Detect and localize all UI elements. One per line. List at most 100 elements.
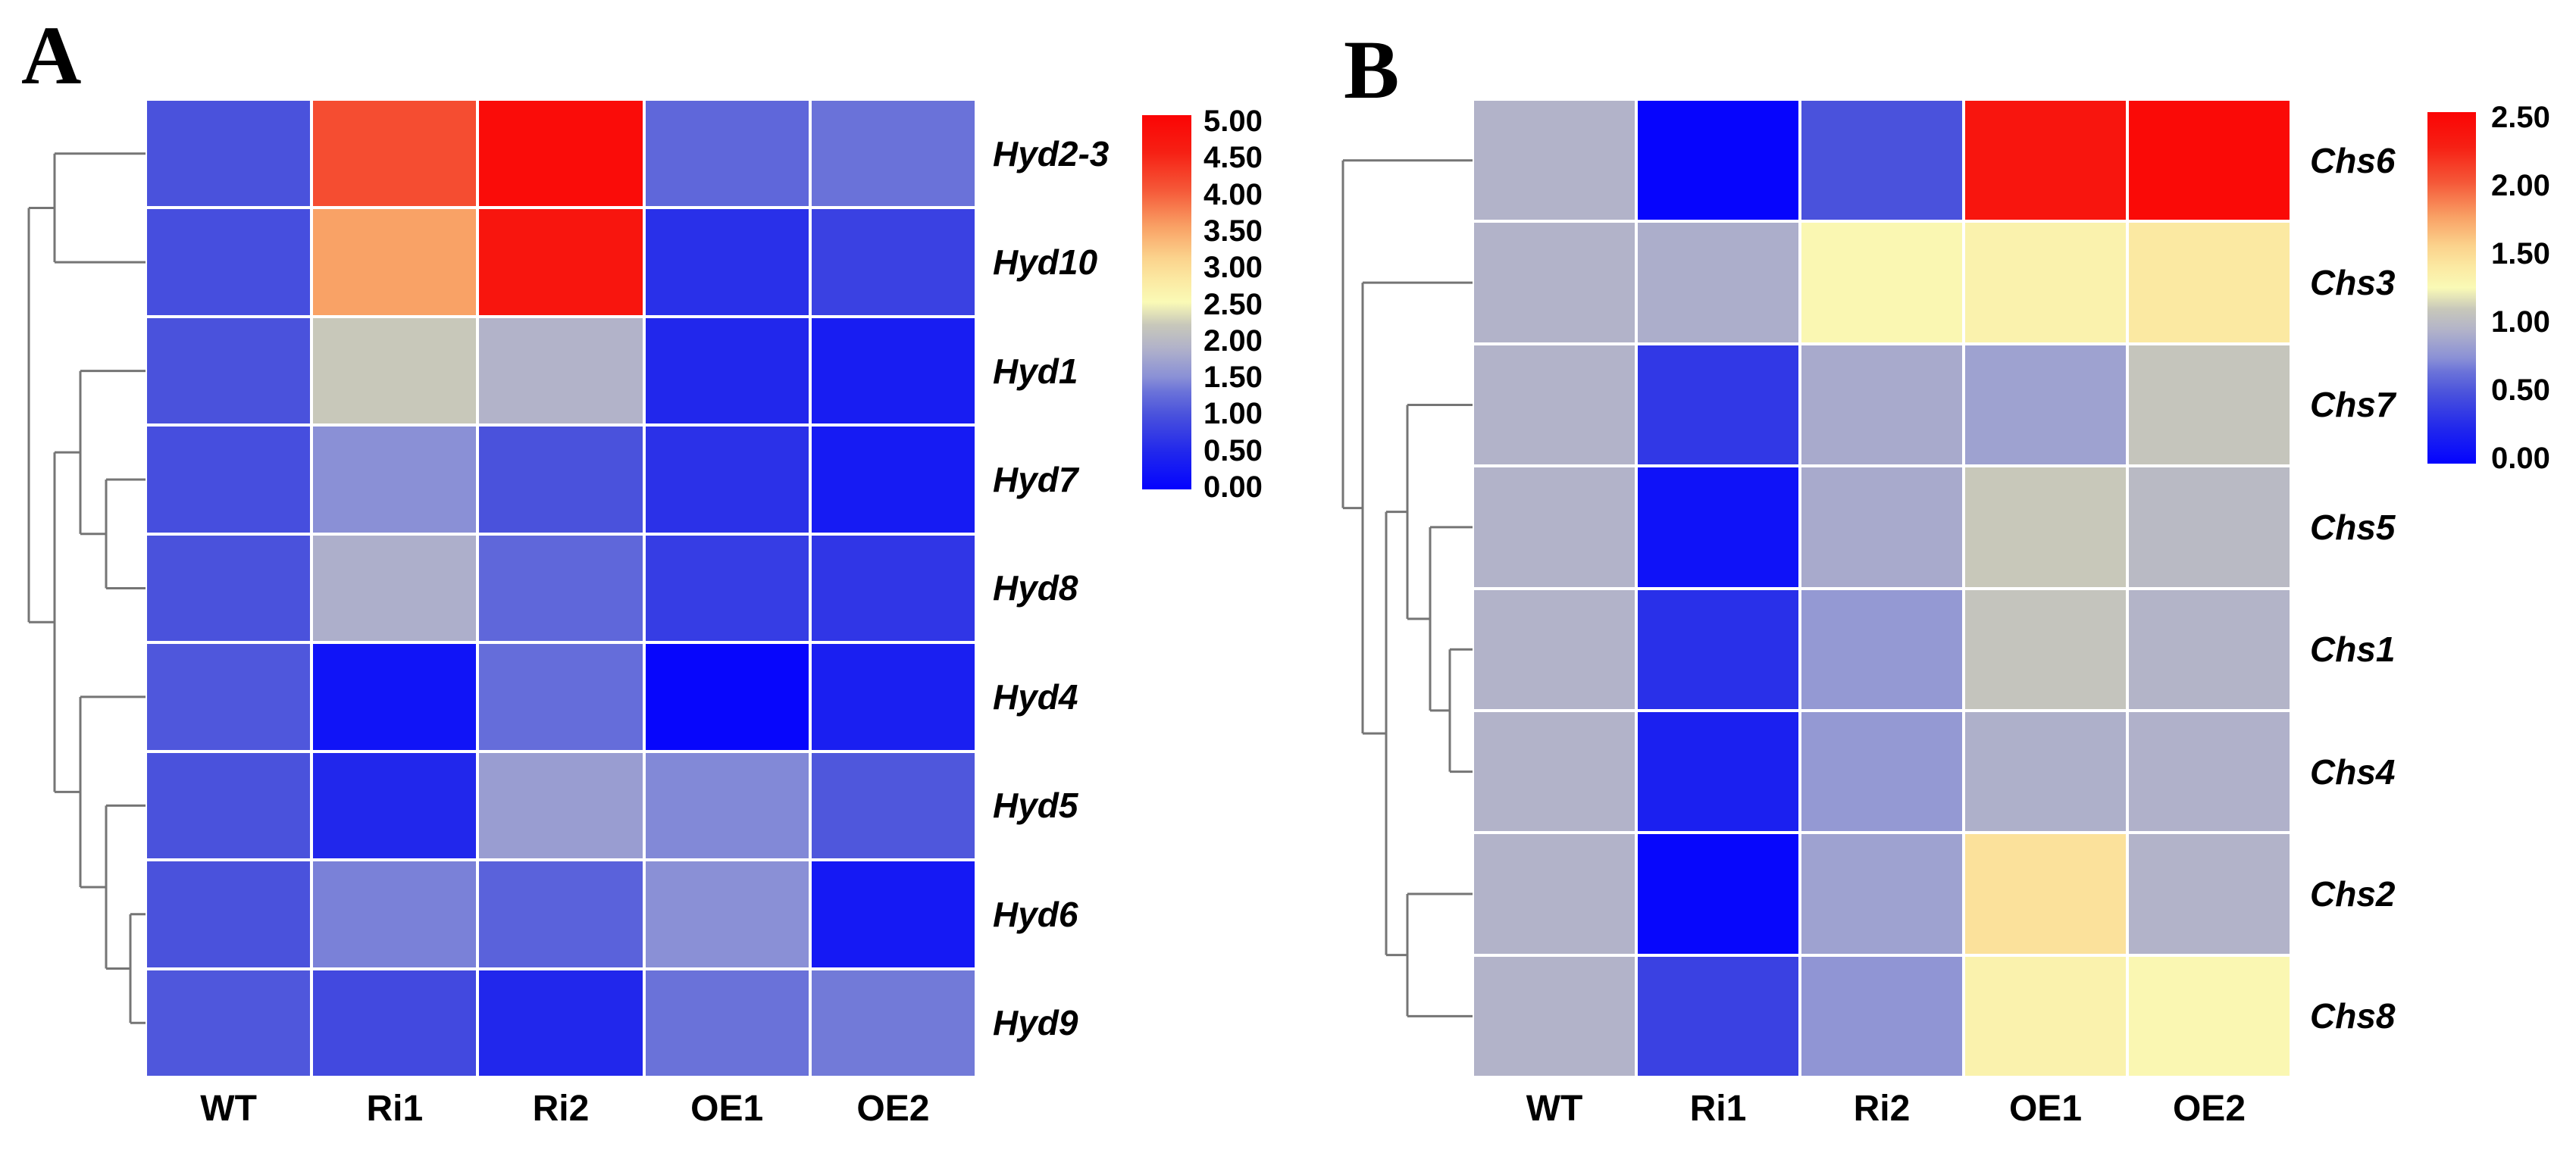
row-label-Hyd8: Hyd8 (993, 568, 1078, 608)
colorbar-tick-B-1.50: 1.50 (2491, 237, 2550, 270)
colorbar-tick-A-2.00: 2.00 (1203, 323, 1263, 358)
heatmap-cell-Chs6-WT (1474, 101, 1635, 220)
heatmap-cell-Chs7-OE1 (1965, 345, 2126, 465)
heatmap-cell-Chs1-OE2 (2129, 589, 2290, 709)
heatmap-cell-Hyd7-Ri1 (313, 427, 477, 533)
heatmap-cell-Hyd2-3-Ri1 (313, 101, 477, 207)
colorbar-tick-B-0.00: 0.00 (2491, 442, 2550, 475)
colorbar-tick-A-2.50: 2.50 (1203, 287, 1263, 321)
heatmap-cell-Chs6-Ri2 (1801, 101, 1962, 220)
row-label-Hyd1: Hyd1 (993, 351, 1078, 391)
heatmap-cell-Hyd8-WT (147, 535, 311, 642)
heatmap-cell-Hyd5-OE1 (645, 752, 809, 859)
heatmap-cell-Hyd4-Ri2 (479, 644, 643, 750)
colorbar-A (1142, 115, 1191, 489)
col-label-A-OE2: OE2 (856, 1089, 930, 1129)
colorbar-tick-A-3.50: 3.50 (1203, 214, 1263, 248)
heatmap-cell-Chs2-OE2 (2129, 834, 2290, 954)
heatmap-cell-Hyd10-Ri2 (479, 209, 643, 315)
col-label-A-Ri2: Ri2 (532, 1089, 590, 1129)
col-label-B-WT: WT (1526, 1089, 1583, 1129)
heatmap-cell-Chs3-Ri2 (1801, 223, 1962, 342)
heatmap-cell-Hyd6-Ri1 (313, 861, 477, 967)
heatmap-cell-Chs1-Ri2 (1801, 589, 1962, 709)
heatmap-cell-Hyd10-WT (147, 209, 311, 315)
row-label-Chs1: Chs1 (2310, 630, 2396, 670)
col-label-A-Ri1: Ri1 (366, 1089, 424, 1129)
heatmap-cell-Hyd4-WT (147, 644, 311, 750)
colorbar-tick-B-2.50: 2.50 (2491, 101, 2550, 134)
colorbar-tick-A-4.50: 4.50 (1203, 141, 1263, 175)
heatmap-cell-Hyd7-OE1 (645, 427, 809, 533)
colorbar-tick-B-0.50: 0.50 (2491, 373, 2550, 407)
heatmap-cell-Hyd8-Ri1 (313, 535, 477, 642)
heatmap-cell-Chs6-OE1 (1965, 101, 2126, 220)
heatmap-cell-Hyd10-OE2 (811, 209, 975, 315)
heatmap-cell-Chs6-Ri1 (1638, 101, 1798, 220)
heatmap-cell-Hyd9-OE1 (645, 970, 809, 1076)
row-label-Chs5: Chs5 (2310, 507, 2396, 547)
heatmap-cell-Chs2-Ri1 (1638, 834, 1798, 954)
heatmap-cell-Hyd4-Ri1 (313, 644, 477, 750)
heatmap-cell-Chs1-WT (1474, 589, 1635, 709)
row-label-Chs8: Chs8 (2310, 996, 2396, 1036)
colorbar-tick-A-1.50: 1.50 (1203, 361, 1263, 395)
colorbar-tick-A-4.00: 4.00 (1203, 177, 1263, 211)
heatmap-cell-Hyd5-OE2 (811, 752, 975, 859)
heatmap-cell-Chs7-Ri2 (1801, 345, 1962, 465)
row-dendrogram-B (1341, 159, 1473, 1017)
heatmap-cell-Hyd7-Ri2 (479, 427, 643, 533)
row-label-Hyd10: Hyd10 (993, 242, 1098, 283)
heatmap-cell-Hyd7-OE2 (811, 427, 975, 533)
heatmap-cell-Hyd6-OE1 (645, 861, 809, 967)
heatmap-cell-Hyd4-OE2 (811, 644, 975, 750)
row-label-Chs2: Chs2 (2310, 873, 2396, 914)
heatmap-cell-Chs5-Ri1 (1638, 467, 1798, 587)
heatmap-cell-Chs2-Ri2 (1801, 834, 1962, 954)
row-label-Hyd2-3: Hyd2-3 (993, 133, 1110, 173)
heatmap-cell-Chs4-OE1 (1965, 711, 2126, 832)
heatmap-cell-Chs5-Ri2 (1801, 467, 1962, 587)
heatmap-cell-Hyd8-OE2 (811, 535, 975, 642)
colorbar-B (2427, 112, 2476, 464)
heatmap-cell-Chs4-WT (1474, 711, 1635, 832)
heatmap-cell-Chs8-OE2 (2129, 956, 2290, 1077)
heatmap-cell-Chs8-WT (1474, 956, 1635, 1077)
heatmap-cell-Chs5-OE1 (1965, 467, 2126, 587)
colorbar-tick-A-0.50: 0.50 (1203, 433, 1263, 467)
heatmap-cell-Hyd9-Ri2 (479, 970, 643, 1076)
heatmap-cell-Hyd1-Ri2 (479, 317, 643, 424)
col-label-A-OE1: OE1 (690, 1089, 764, 1129)
heatmap-cell-Hyd9-Ri1 (313, 970, 477, 1076)
col-label-B-Ri2: Ri2 (1853, 1089, 1911, 1129)
col-label-A-WT: WT (200, 1089, 257, 1129)
colorbar-tick-A-0.00: 0.00 (1203, 470, 1263, 504)
colorbar-tick-A-5.00: 5.00 (1203, 105, 1263, 138)
row-label-Hyd6: Hyd6 (993, 894, 1078, 934)
heatmap-cell-Chs4-Ri1 (1638, 711, 1798, 832)
row-label-Chs7: Chs7 (2310, 385, 2396, 425)
heatmap-cell-Hyd5-Ri1 (313, 752, 477, 859)
panel-letter-b: B (1344, 23, 1400, 116)
heatmap-cell-Hyd10-OE1 (645, 209, 809, 315)
row-label-Hyd5: Hyd5 (993, 786, 1078, 826)
heatmap-cell-Hyd1-Ri1 (313, 317, 477, 424)
heatmap-cell-Chs7-OE2 (2129, 345, 2290, 465)
col-label-B-OE2: OE2 (2172, 1089, 2246, 1129)
row-label-Hyd7: Hyd7 (993, 460, 1078, 500)
heatmap-cell-Hyd9-WT (147, 970, 311, 1076)
heatmap-cell-Hyd10-Ri1 (313, 209, 477, 315)
col-label-B-OE1: OE1 (2008, 1089, 2083, 1129)
heatmap-cell-Chs2-OE1 (1965, 834, 2126, 954)
heatmap-cell-Chs1-OE1 (1965, 589, 2126, 709)
colorbar-tick-A-1.00: 1.00 (1203, 397, 1263, 431)
row-dendrogram-A (27, 152, 146, 1024)
heatmap-cell-Hyd4-OE1 (645, 644, 809, 750)
colorbar-tick-B-2.00: 2.00 (2491, 169, 2550, 202)
heatmap-cell-Hyd1-OE1 (645, 317, 809, 424)
heatmap-cell-Chs5-OE2 (2129, 467, 2290, 587)
heatmap-cell-Hyd1-OE2 (811, 317, 975, 424)
heatmap-cell-Hyd8-Ri2 (479, 535, 643, 642)
